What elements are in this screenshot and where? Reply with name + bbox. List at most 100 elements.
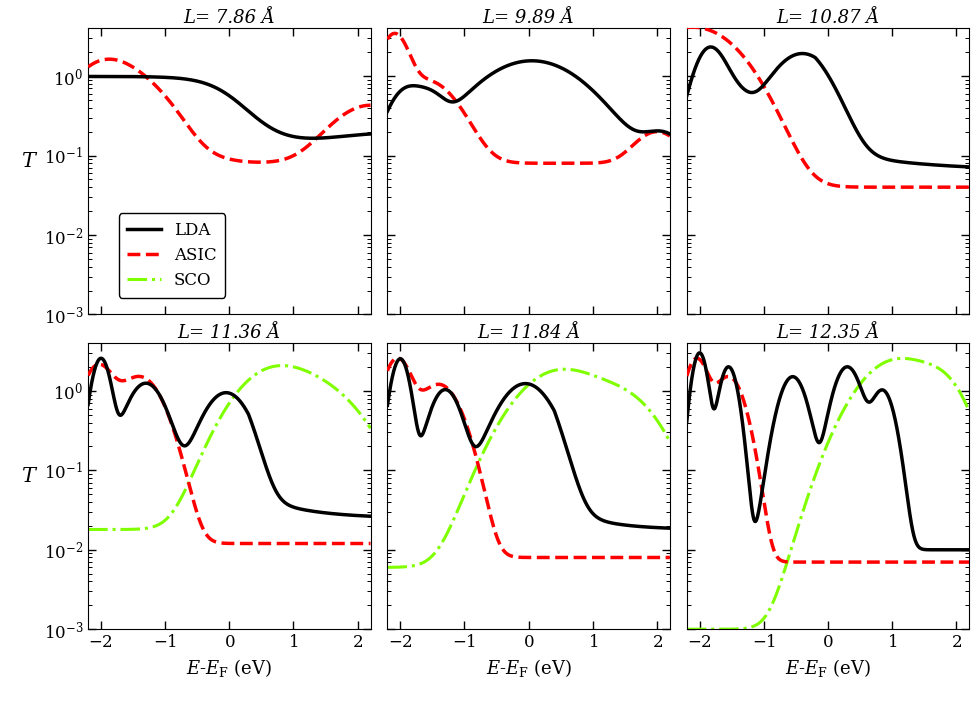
ASIC bbox=[114, 57, 126, 65]
ASIC bbox=[801, 163, 813, 171]
ASIC bbox=[926, 558, 938, 566]
Line: LDA: LDA bbox=[387, 358, 669, 528]
ASIC bbox=[253, 158, 265, 166]
ASIC bbox=[104, 55, 115, 64]
ASIC bbox=[957, 558, 969, 566]
ASIC bbox=[329, 117, 340, 126]
LDA bbox=[926, 160, 938, 169]
ASIC bbox=[202, 145, 214, 153]
LDA bbox=[364, 129, 376, 138]
LDA bbox=[414, 82, 425, 90]
SCO bbox=[381, 563, 393, 571]
ASIC bbox=[414, 69, 425, 77]
LDA bbox=[628, 126, 640, 134]
ASIC bbox=[801, 558, 813, 566]
SCO bbox=[191, 462, 202, 470]
ASIC bbox=[381, 35, 393, 44]
SCO bbox=[681, 625, 692, 633]
ASIC bbox=[364, 539, 376, 548]
Line: LDA: LDA bbox=[687, 47, 968, 167]
SCO bbox=[430, 547, 442, 555]
SCO bbox=[788, 532, 800, 541]
Y-axis label: $T$: $T$ bbox=[22, 467, 38, 486]
X-axis label: $E$-$E_{\rm F}$ (eV): $E$-$E_{\rm F}$ (eV) bbox=[186, 657, 272, 679]
Title: L= 7.86 Å: L= 7.86 Å bbox=[183, 8, 275, 27]
Y-axis label: $T$: $T$ bbox=[22, 153, 38, 171]
ASIC bbox=[359, 539, 371, 548]
ASIC bbox=[730, 378, 741, 387]
LDA bbox=[962, 546, 974, 554]
LDA bbox=[359, 512, 371, 520]
ASIC bbox=[414, 385, 425, 393]
ASIC bbox=[82, 63, 94, 71]
Line: ASIC: ASIC bbox=[387, 33, 669, 163]
LDA bbox=[658, 127, 670, 136]
LDA bbox=[307, 134, 319, 143]
ASIC bbox=[926, 183, 938, 192]
LDA bbox=[713, 48, 725, 57]
LDA bbox=[525, 57, 537, 65]
ASIC bbox=[381, 366, 393, 375]
ASIC bbox=[430, 78, 442, 87]
ASIC bbox=[489, 151, 501, 160]
LDA bbox=[430, 89, 442, 98]
LDA bbox=[502, 390, 513, 398]
ASIC bbox=[191, 133, 202, 141]
LDA bbox=[502, 62, 513, 70]
X-axis label: $E$-$E_{\rm F}$ (eV): $E$-$E_{\rm F}$ (eV) bbox=[784, 657, 870, 679]
Line: ASIC: ASIC bbox=[88, 59, 370, 162]
ASIC bbox=[687, 23, 698, 31]
Line: LDA: LDA bbox=[88, 358, 370, 516]
LDA bbox=[95, 354, 107, 363]
SCO bbox=[489, 424, 501, 433]
LDA bbox=[788, 373, 800, 382]
ASIC bbox=[840, 558, 852, 566]
ASIC bbox=[788, 142, 800, 151]
ASIC bbox=[956, 183, 968, 192]
SCO bbox=[628, 391, 640, 399]
Title: L= 12.35 Å: L= 12.35 Å bbox=[776, 324, 879, 341]
LDA bbox=[681, 417, 692, 426]
LDA bbox=[82, 72, 94, 81]
ASIC bbox=[388, 29, 400, 37]
ASIC bbox=[713, 378, 725, 386]
LDA bbox=[663, 524, 675, 532]
ASIC bbox=[489, 530, 501, 538]
ASIC bbox=[502, 550, 513, 559]
Line: LDA: LDA bbox=[88, 76, 370, 139]
SCO bbox=[359, 416, 371, 424]
LDA bbox=[202, 81, 214, 89]
Line: ASIC: ASIC bbox=[687, 358, 968, 562]
LDA bbox=[788, 50, 800, 59]
LDA bbox=[801, 50, 813, 59]
SCO bbox=[658, 428, 670, 436]
X-axis label: $E$-$E_{\rm F}$ (eV): $E$-$E_{\rm F}$ (eV) bbox=[485, 657, 571, 679]
LDA bbox=[191, 77, 202, 86]
SCO bbox=[364, 424, 376, 433]
LDA bbox=[489, 67, 501, 76]
LDA bbox=[663, 129, 675, 138]
ASIC bbox=[628, 554, 640, 562]
ASIC bbox=[364, 101, 376, 110]
ASIC bbox=[690, 354, 702, 363]
SCO bbox=[962, 407, 974, 416]
LDA bbox=[202, 402, 214, 410]
Line: LDA: LDA bbox=[687, 353, 968, 550]
LDA bbox=[926, 546, 938, 554]
ASIC bbox=[310, 539, 322, 548]
LDA bbox=[628, 522, 640, 530]
LDA bbox=[114, 72, 126, 81]
LDA bbox=[681, 91, 692, 100]
ASIC bbox=[788, 558, 800, 566]
LDA bbox=[329, 133, 340, 141]
ASIC bbox=[663, 132, 675, 140]
SCO bbox=[414, 560, 425, 568]
Line: SCO: SCO bbox=[387, 369, 669, 567]
ASIC bbox=[191, 507, 202, 515]
SCO bbox=[82, 525, 94, 534]
LDA bbox=[414, 431, 425, 439]
ASIC bbox=[597, 554, 608, 562]
ASIC bbox=[663, 554, 675, 562]
Line: SCO: SCO bbox=[687, 358, 968, 629]
ASIC bbox=[628, 140, 640, 148]
